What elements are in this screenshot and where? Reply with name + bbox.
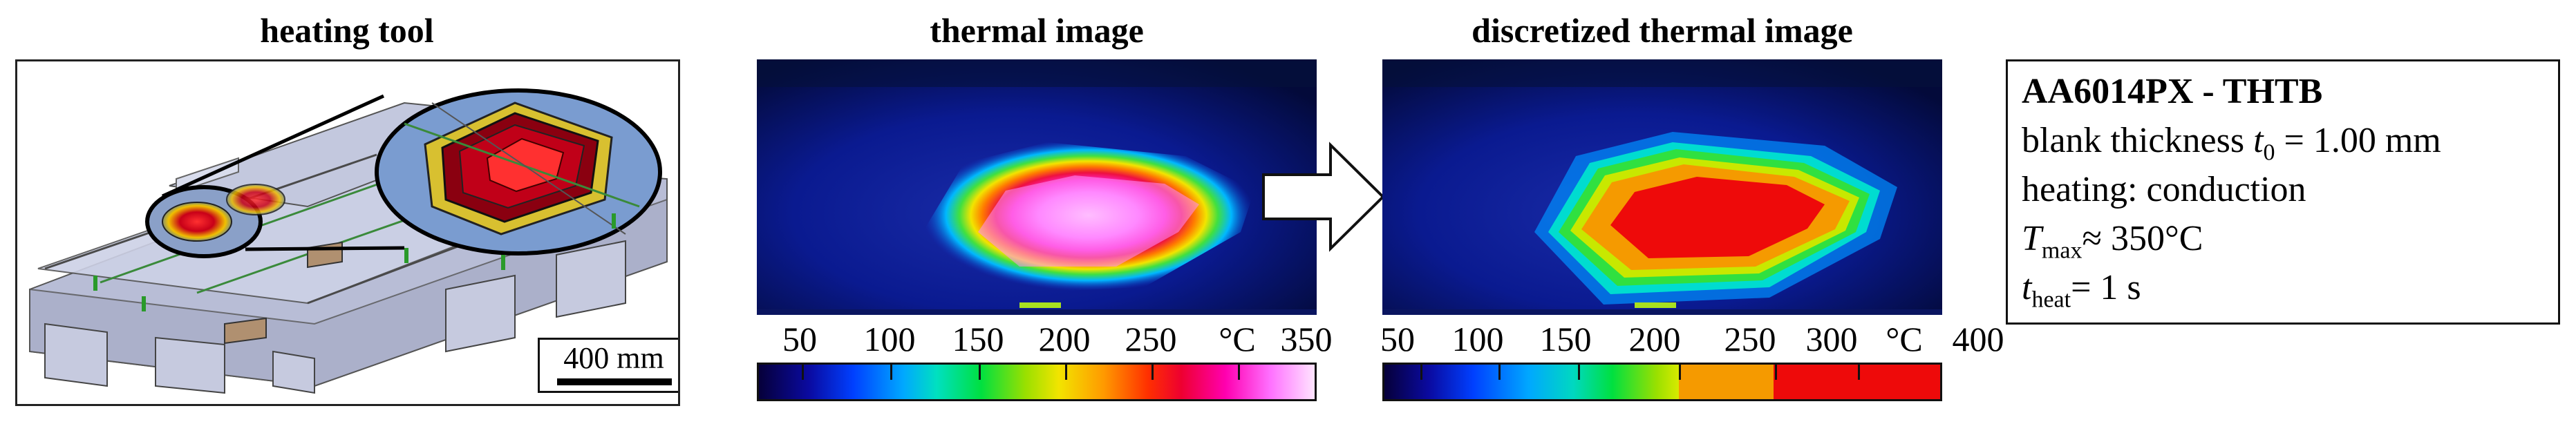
thickness-symbol: t [2253,121,2264,160]
colorbar-tick-label: 250 [1125,320,1177,358]
time-value: = 1 s [2071,268,2141,307]
colorbar-tick [1238,365,1240,380]
colorbar-tick [1065,365,1067,380]
colorbar-tick-label: 100 [863,320,916,358]
material-title: AA6014PX - THTB [2022,72,2323,111]
colorbar-unit-label: °C [1219,320,1256,358]
parameter-info-box: AA6014PX - THTB blank thickness t0 = 1.0… [2006,59,2560,325]
scale-bar-line [557,378,672,385]
colorbar-tick-label: 50 [1380,320,1415,358]
colorbar-tick [1498,365,1501,380]
colorbar-tick-label: 250 [1724,320,1776,358]
heating-tool-drawing [29,88,668,394]
colorbar-tick-label: 50 [782,320,817,358]
thermal-image-title: thermal image [930,11,1144,50]
thickness-subscript: 0 [2263,139,2275,166]
heating-tool-panel: 400 mm [15,59,680,406]
heating-tool-title: heating tool [260,11,434,50]
colorbar-tick [802,365,804,380]
colorbar-tick-label: 350 [1280,320,1333,358]
scale-bar: 400 mm [538,338,678,393]
colorbar-tick-label: 150 [1539,320,1592,358]
heating-method-line: heating: conduction [2022,170,2306,209]
colorbar-tick [1151,365,1154,380]
colorbar-tick-label: 150 [952,320,1004,358]
colorbar-unit-label: °C [1886,320,1923,358]
colorbar-tick [890,365,892,380]
colorbar-tick [1679,365,1681,380]
right-arrow-icon [1262,142,1385,252]
time-subscript: heat [2031,287,2071,313]
colorbar-tick-label: 400 [1952,320,2004,358]
colorbar-tick [1858,365,1860,380]
temperature-symbol: T [2022,219,2042,258]
scale-bar-label: 400 mm [563,341,664,375]
blank-thickness-line: blank thickness t0 = 1.00 mm [2022,116,2544,165]
thermal-image [757,59,1317,315]
blank-thickness-prefix: blank thickness [2022,121,2254,160]
colorbar-tick-label: 200 [1628,320,1681,358]
colorbar-tick [1420,365,1422,380]
colorbar-tick [979,365,981,380]
colorbar-tick-label: 200 [1038,320,1091,358]
thermal-colorbar [757,363,1317,401]
heating-time-line: theat= 1 s [2022,263,2544,312]
discretized-colorbar [1382,363,1942,401]
colorbar-tick-label: 100 [1451,320,1504,358]
discretized-thermal-image [1382,59,1942,315]
colorbar-tick-label: 300 [1805,320,1858,358]
colorbar-tick [1775,365,1777,380]
discretized-thermal-image-title: discretized thermal image [1472,11,1853,50]
thickness-value: = 1.00 mm [2275,121,2441,160]
max-temperature-line: Tmax≈ 350°C [2022,214,2544,263]
time-symbol: t [2022,268,2032,307]
temperature-subscript: max [2041,238,2083,264]
temperature-value: ≈ 350°C [2082,219,2203,258]
colorbar-tick [1578,365,1580,380]
